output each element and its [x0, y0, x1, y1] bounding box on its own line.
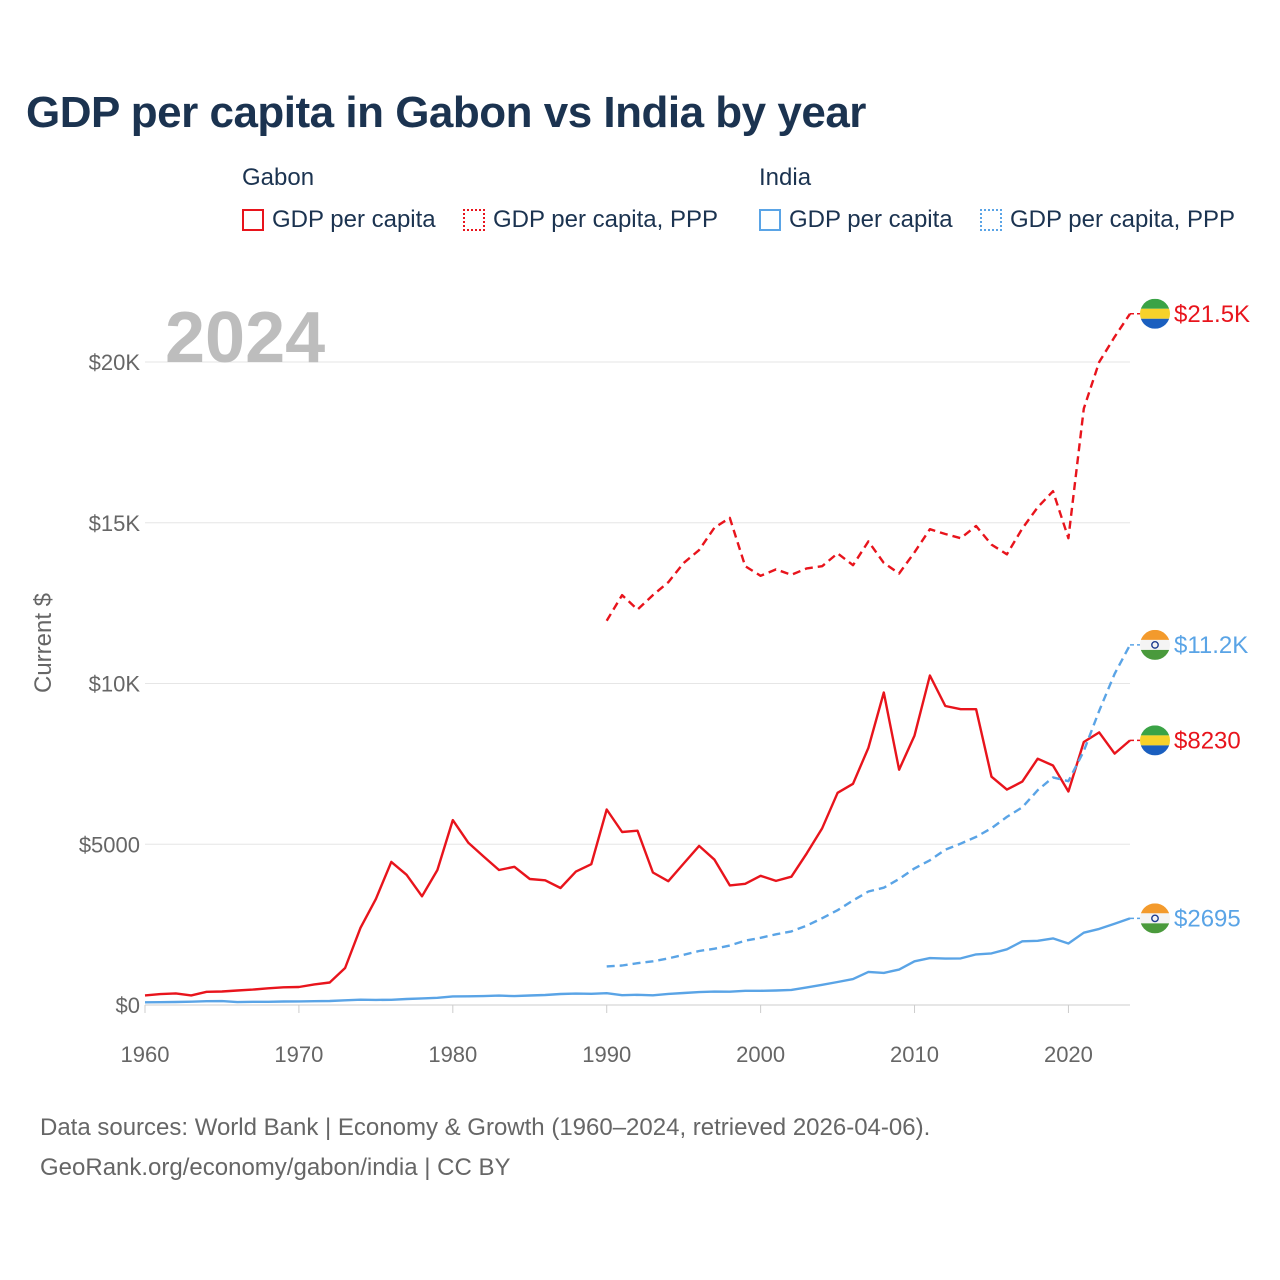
india-flag-icon	[1140, 903, 1170, 934]
x-tick-label: 1990	[582, 1042, 631, 1067]
legend-item-india-gdp[interactable]: GDP per capita	[759, 206, 953, 234]
end-value-label: $8230	[1174, 727, 1241, 754]
x-tick-label: 1980	[428, 1042, 477, 1067]
source-note: Data sources: World Bank | Economy & Gro…	[40, 1108, 930, 1188]
x-tick-label: 1960	[121, 1042, 170, 1067]
y-axis-label: Current $	[30, 593, 57, 693]
chart-title: GDP per capita in Gabon vs India by year	[26, 88, 866, 137]
legend-label-india-gdp: GDP per capita	[789, 206, 953, 233]
x-tick-label: 2020	[1044, 1042, 1093, 1067]
legend-group-india: India	[759, 164, 812, 191]
x-tick-label: 2000	[736, 1042, 785, 1067]
series-line-india-ppp[interactable]	[606, 644, 1132, 968]
end-value-label: $11.2K	[1174, 632, 1248, 659]
source-line-2[interactable]: GeoRank.org/economy/gabon/india | CC BY	[40, 1154, 511, 1181]
legend-group-gabon: Gabon	[242, 164, 315, 191]
y-tick-label: $10K	[89, 672, 141, 697]
legend-label-india-ppp: GDP per capita, PPP	[1010, 206, 1235, 233]
y-tick-label: $20K	[89, 350, 141, 375]
y-tick-label: $5000	[79, 832, 140, 857]
series-line-gabon-ppp[interactable]	[605, 313, 1131, 622]
series-line-india-gdp[interactable]	[144, 917, 1131, 1004]
source-line-1: Data sources: World Bank | Economy & Gro…	[40, 1114, 931, 1141]
india-flag-icon	[1140, 629, 1170, 660]
end-value-label: $21.5K	[1174, 301, 1250, 328]
y-tick-label: $0	[116, 993, 140, 1018]
legend-label-gabon-ppp: GDP per capita, PPP	[493, 206, 718, 233]
y-tick-label: $15K	[89, 511, 141, 536]
legend-swatch-india-solid	[759, 209, 781, 231]
legend-item-gabon-ppp[interactable]: GDP per capita, PPP	[463, 206, 718, 234]
legend-swatch-gabon-solid	[242, 209, 264, 231]
end-value-label: $2695	[1174, 905, 1241, 932]
legend-swatch-india-dotted	[980, 209, 1002, 231]
series-line-gabon-gdp[interactable]	[144, 674, 1131, 997]
x-tick-label: 2010	[890, 1042, 939, 1067]
legend-item-gabon-gdp[interactable]: GDP per capita	[242, 206, 436, 234]
legend-swatch-gabon-dotted	[463, 209, 485, 231]
legend-label-gabon-gdp: GDP per capita	[272, 206, 436, 233]
gabon-flag-icon	[1140, 298, 1170, 329]
legend-item-india-ppp[interactable]: GDP per capita, PPP	[980, 206, 1235, 234]
year-badge: 2024	[165, 298, 325, 378]
x-tick-label: 1970	[274, 1042, 323, 1067]
gabon-flag-icon	[1140, 725, 1170, 756]
